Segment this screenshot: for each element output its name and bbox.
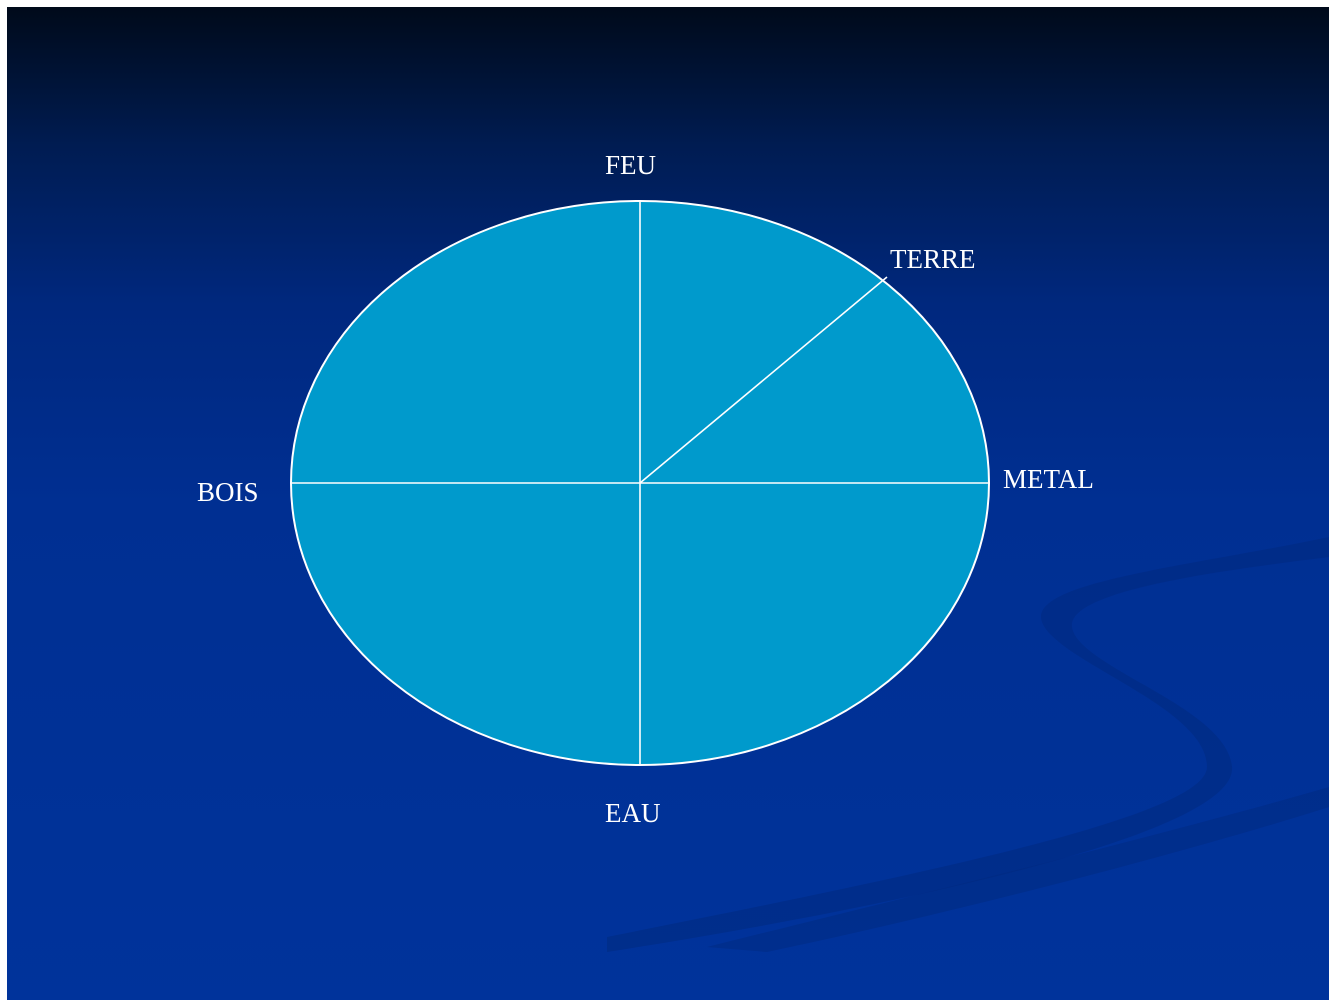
label-metal: METAL: [1003, 464, 1094, 494]
five-elements-diagram: [290, 200, 990, 766]
label-eau: EAU: [605, 798, 661, 828]
slide-background: FEU TERRE METAL BOIS EAU: [7, 7, 1329, 1000]
label-feu: FEU: [605, 150, 657, 180]
label-terre: TERRE: [890, 244, 976, 274]
divider-terre: [639, 276, 888, 484]
background-swoosh-decoration: [607, 537, 1329, 952]
label-bois: BOIS: [197, 477, 259, 507]
